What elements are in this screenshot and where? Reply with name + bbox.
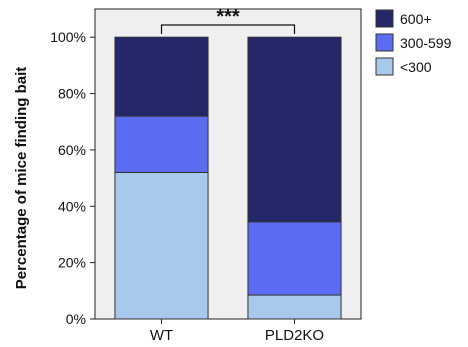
y-tick-label: 20% xyxy=(58,255,86,271)
legend-swatch xyxy=(375,57,394,76)
bar-segment xyxy=(247,36,342,223)
bar-segment xyxy=(114,36,209,117)
y-tick-label: 0% xyxy=(66,311,86,327)
bar-segment xyxy=(247,294,342,320)
significance-bracket: *** xyxy=(160,6,296,34)
bar-segment xyxy=(114,171,209,320)
legend-label: 600+ xyxy=(400,11,432,27)
y-axis: 0% 20% 40% 60% 80% 100% xyxy=(50,29,95,327)
significance-line xyxy=(160,24,296,34)
legend-swatch xyxy=(375,33,394,52)
x-axis: WT PLD2KO xyxy=(150,319,324,344)
bar-segment xyxy=(114,115,209,173)
x-tick-label: PLD2KO xyxy=(265,327,324,344)
x-tick-label: WT xyxy=(150,327,173,344)
y-tick-label: 40% xyxy=(58,198,86,214)
legend-swatch xyxy=(375,9,394,28)
y-axis-title: Percentage of mice finding bait xyxy=(13,67,30,290)
legend: 600+ 300-599 <300 xyxy=(375,9,452,76)
y-tick-label: 60% xyxy=(58,142,86,158)
y-tick-label: 100% xyxy=(50,29,86,45)
bars-group xyxy=(114,36,342,320)
legend-label: <300 xyxy=(400,59,432,75)
y-tick-label: 80% xyxy=(58,86,86,102)
bar-segment xyxy=(247,221,342,296)
legend-label: 300-599 xyxy=(400,35,452,51)
significance-label: *** xyxy=(216,6,240,28)
